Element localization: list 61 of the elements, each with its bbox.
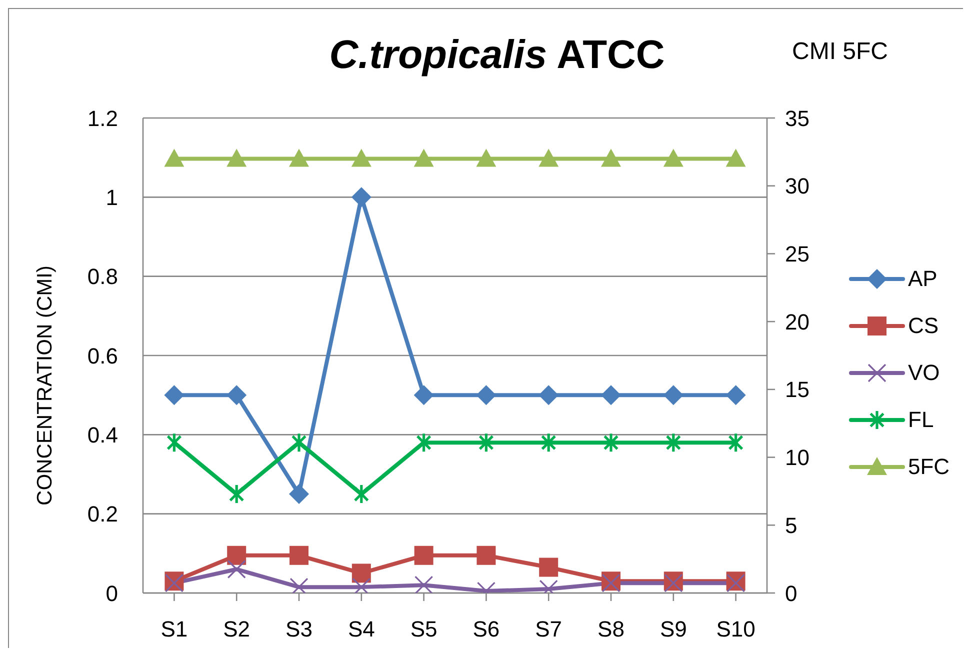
point [476,385,496,406]
y-tick-label: 1.2 [87,106,118,131]
y-tick-label: 0.2 [87,502,118,527]
point [352,564,371,583]
point [351,187,372,208]
y-tick-label: 0.6 [87,343,118,368]
x-tick-label: S6 [472,616,500,642]
x-tick-label: S8 [598,616,624,642]
point [663,385,684,406]
point [414,385,434,406]
point [476,546,496,565]
point [478,434,494,452]
point [539,558,558,577]
point [728,434,744,452]
point [538,385,559,406]
x-tick-label: S2 [223,616,250,642]
point [414,546,434,565]
y-tick-label: 1 [106,184,118,210]
legend-label: CS [908,312,939,338]
x-tick-label: S10 [716,616,756,642]
y2-tick-label: 30 [785,174,810,199]
point [166,434,182,452]
point [289,484,309,504]
y2-tick-label: 20 [785,309,810,334]
legend-label: FL [908,406,934,432]
point [292,434,306,452]
y2-tick-label: 25 [785,242,810,267]
x-tick-label: S5 [410,616,438,642]
legend-label: 5FC [908,454,950,480]
point [414,576,434,593]
y-tick-label: 0 [106,580,118,606]
y2-tick-label: 5 [785,512,798,538]
point [229,485,244,504]
point [227,546,246,565]
chart-title: C.tropicalis ATCC [329,33,665,77]
y2-tick-label: 35 [785,106,810,131]
x-tick-label: S9 [660,616,687,642]
point [290,546,308,565]
y2-tick-label: 0 [785,580,798,606]
x-tick-label: S4 [348,616,375,642]
legend-label: AP [908,266,938,292]
point [541,434,556,452]
point [416,434,432,452]
x-tick-label: S3 [286,616,312,642]
point [164,385,184,406]
point [227,560,246,579]
point [601,385,621,406]
y-tick-label: 0.8 [87,264,118,290]
point [354,485,369,504]
y2-tick-label: 10 [785,445,810,470]
y2-tick-label: 15 [785,377,810,402]
point [604,434,618,452]
point [726,385,746,406]
x-tick-label: S7 [535,616,562,642]
y2-axis-title: CMI 5FC [791,37,889,67]
y-axis-title: CONCENTRATION (CMI) [34,266,56,506]
x-tick-label: S1 [160,616,188,642]
point [666,434,681,452]
y-tick-label: 0.4 [87,422,118,448]
point [226,385,247,406]
legend-label: VO [908,360,940,386]
